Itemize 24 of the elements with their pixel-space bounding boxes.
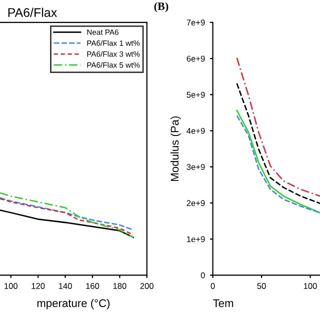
y-tick-label: 6e+9 [186, 56, 205, 62]
y-tick-label: 5e+9 [186, 92, 205, 98]
line-series [236, 57, 320, 197]
y-tick-label: 2e+9 [186, 200, 205, 206]
x-tick-label: 100 [304, 283, 317, 289]
x-axis-title: mperature (°C) [37, 298, 110, 310]
x-tick-label: 200 [140, 283, 154, 289]
text: (B) [154, 2, 168, 12]
x-tick-label: 100 [4, 283, 18, 289]
line-series [236, 82, 320, 204]
y-tick-label: 4e+9 [186, 128, 205, 134]
chart-title: PA6/Flax [8, 8, 57, 17]
x-tick-label: 180 [113, 283, 126, 289]
x-tick-label: 120 [32, 283, 45, 289]
x-tick-label: 160 [86, 283, 100, 289]
y-tick-label: 1e+9 [187, 236, 205, 242]
x-tick-label: 50 [257, 283, 266, 289]
y-axis-title: Modulus (Pa) [170, 116, 181, 181]
y-tick-label: 3e+9 [186, 164, 205, 170]
x-tick-label: 140 [58, 283, 72, 289]
x-tick-label: 0 [210, 283, 215, 289]
y-tick-label: 7e+9 [186, 20, 205, 26]
x-axis-title: Tem [213, 299, 234, 308]
y-tick-label: 0 [200, 272, 205, 278]
